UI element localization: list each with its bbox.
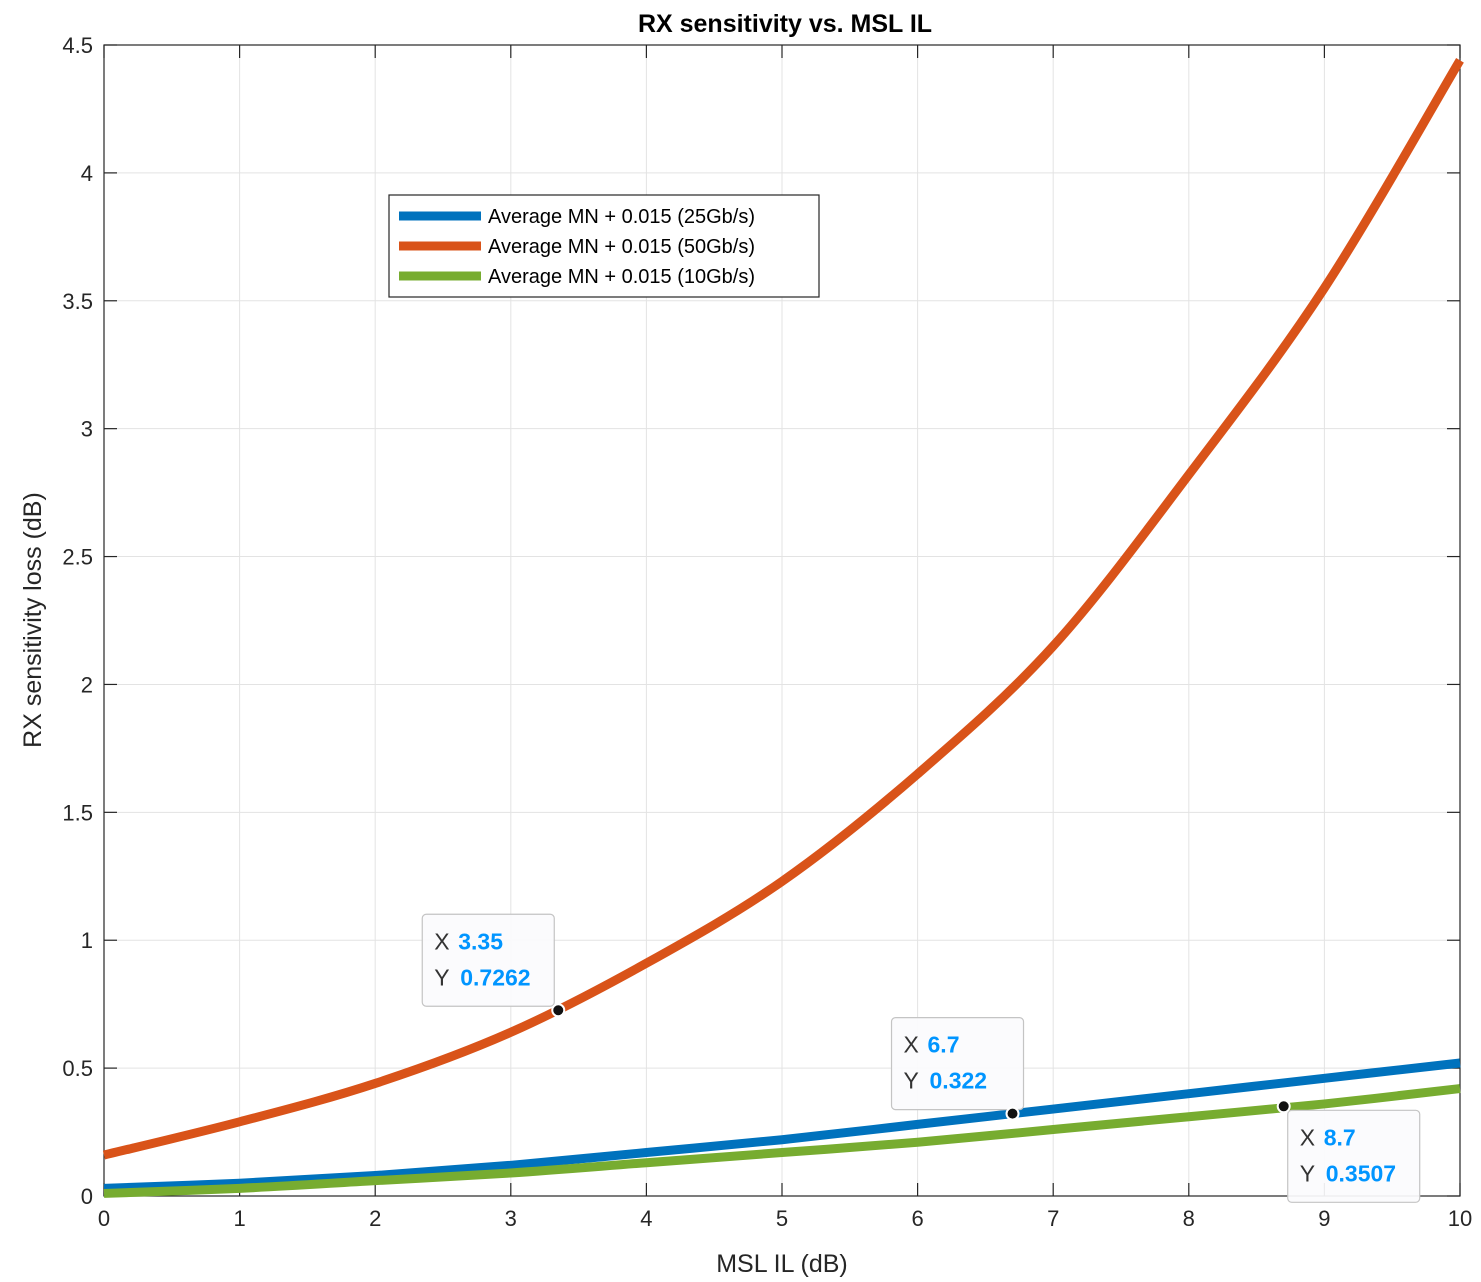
x-tick-label: 0 [98, 1206, 110, 1231]
datatip[interactable]: X 6.7 Y 0.322 [890, 1017, 1025, 1121]
y-tick-label: 1.5 [62, 800, 93, 825]
datatip-x-value: 3.35 [458, 928, 503, 954]
y-tick-label: 4.5 [62, 33, 93, 58]
legend-entry-label: Average MN + 0.015 (10Gb/s) [488, 266, 755, 288]
y-tick-label: 3 [81, 417, 93, 442]
datatip-x-value: 6.7 [928, 1032, 960, 1058]
legend-entry-label: Average MN + 0.015 (25Gb/s) [488, 206, 755, 228]
x-tick-label: 10 [1448, 1206, 1472, 1231]
datatip-y-key: Y [1300, 1160, 1315, 1186]
x-tick-label: 6 [911, 1206, 923, 1231]
datatip-y-key: Y [434, 964, 449, 990]
datatip-box [421, 913, 555, 1007]
datatip-y-value: 0.322 [930, 1068, 988, 1094]
x-tick-label: 2 [369, 1206, 381, 1231]
datatip-marker[interactable] [1276, 1099, 1291, 1114]
datatip[interactable]: X 8.7 Y 0.3507 [1276, 1099, 1421, 1203]
datatip-y-value: 0.3507 [1326, 1160, 1396, 1186]
datatip-marker[interactable] [551, 1003, 566, 1018]
datatips: X 3.35 Y 0.7262 X 6.7 Y 0.322 X 8.7 Y 0.3507 [421, 913, 1421, 1203]
y-tick-label: 1 [81, 928, 93, 953]
datatip-x-value: 8.7 [1324, 1124, 1356, 1150]
series-layer [102, 58, 1464, 1198]
y-axis-label: RX sensitivity loss (dB) [19, 492, 47, 748]
chart-title: RX sensitivity vs. MSL IL [638, 10, 932, 38]
legend[interactable]: Average MN + 0.015 (25Gb/s) Average MN + … [388, 194, 820, 298]
datatip[interactable]: X 3.35 Y 0.7262 [421, 913, 566, 1018]
x-tick-label: 8 [1183, 1206, 1195, 1231]
x-tick-label: 7 [1047, 1206, 1059, 1231]
legend-entry-label: Average MN + 0.015 (50Gb/s) [488, 236, 755, 258]
x-axis-label: MSL IL (dB) [716, 1250, 848, 1278]
series-line-50gbps[interactable] [102, 58, 1464, 1160]
x-tick-label: 1 [233, 1206, 245, 1231]
series-line-10gbps[interactable] [103, 1084, 1461, 1198]
x-tick-label: 9 [1318, 1206, 1330, 1231]
y-tick-label: 0.5 [62, 1056, 93, 1081]
y-tick-label: 2.5 [62, 545, 93, 570]
datatip-box [890, 1017, 1025, 1111]
datatip-x-key: X [434, 928, 449, 954]
y-tick-label: 4 [81, 161, 93, 186]
datatip-y-key: Y [904, 1068, 919, 1094]
x-tick-label: 5 [776, 1206, 788, 1231]
axis-ticks: 0 1 2 3 4 5 6 7 8 9 10 0 0.5 1 1.5 2 2.5 3 3.5 4 4.5 [62, 33, 1472, 1231]
datatip-x-key: X [1300, 1124, 1315, 1150]
x-tick-label: 4 [640, 1206, 652, 1231]
x-tick-label: 3 [505, 1206, 517, 1231]
y-tick-label: 0 [81, 1184, 93, 1209]
datatip-box [1287, 1109, 1421, 1203]
datatip-y-value: 0.7262 [460, 964, 530, 990]
series-line-25gbps[interactable] [103, 1058, 1461, 1193]
datatip-x-key: X [904, 1032, 919, 1058]
y-tick-label: 2 [81, 672, 93, 697]
datatip-marker[interactable] [1005, 1106, 1020, 1121]
y-tick-label: 3.5 [62, 289, 93, 314]
